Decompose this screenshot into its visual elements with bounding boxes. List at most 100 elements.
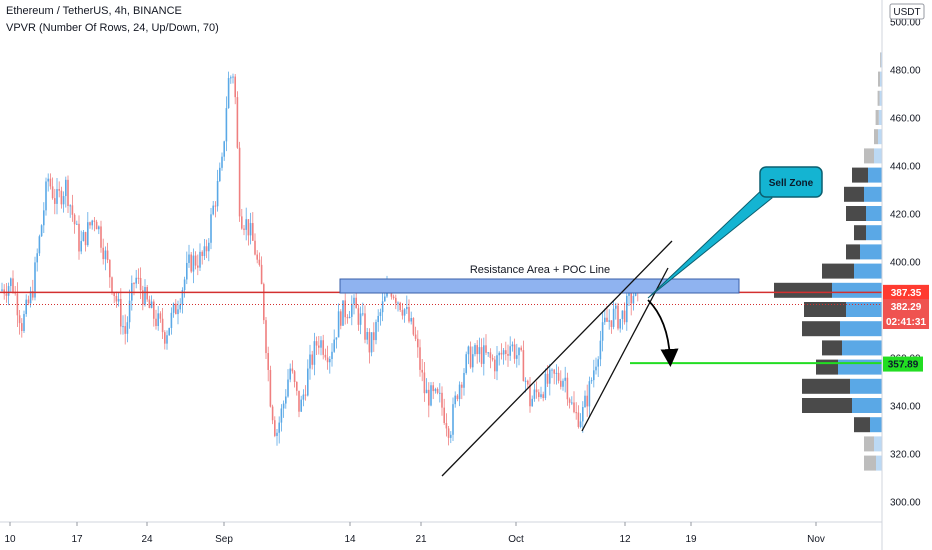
wedge-lower-trendline[interactable]: [581, 267, 669, 432]
candle-body: [342, 300, 344, 326]
candle-body: [256, 254, 258, 260]
candle-body: [278, 422, 280, 433]
candle-body: [276, 432, 278, 436]
candle-body: [60, 190, 63, 205]
candle-body: [168, 327, 170, 336]
resistance-area-box[interactable]: [339, 278, 740, 294]
candle-body: [485, 345, 487, 353]
time-tick-label: 24: [141, 534, 153, 545]
candle-body: [467, 346, 470, 355]
candle-body: [1, 289, 3, 291]
candle-body: [472, 354, 474, 368]
candle-body: [441, 392, 443, 408]
candle-body: [348, 316, 351, 319]
candle-body: [192, 255, 195, 272]
candle-body: [489, 352, 492, 358]
candle-body: [199, 251, 201, 268]
candle-body: [285, 396, 287, 404]
vp-down-bar: [864, 436, 874, 452]
candle-body: [212, 205, 214, 215]
candle-body: [106, 250, 109, 260]
candle-body: [540, 394, 542, 398]
wedge-upper-trendline[interactable]: [441, 240, 673, 477]
price-tick-label: 440.00: [890, 162, 921, 173]
candle-body: [461, 384, 463, 388]
candle-body: [522, 350, 525, 382]
price-tick-label: 480.00: [890, 66, 921, 77]
price-axis[interactable]: 300.00320.00340.00360.00380.00400.00420.…: [890, 18, 921, 509]
candle-body: [291, 368, 294, 372]
vp-up-bar: [846, 302, 882, 317]
candle-body: [139, 278, 142, 291]
candle-body: [45, 181, 47, 211]
candle-body: [159, 313, 162, 319]
time-axis[interactable]: 10 17 24 Sep 14 21 Oct 12 19 Nov: [4, 522, 825, 545]
candle-body: [161, 318, 164, 333]
candle-body: [87, 222, 89, 246]
candle-body: [243, 228, 245, 230]
candle-body: [329, 359, 331, 363]
candle-body: [379, 312, 382, 316]
vp-down-bar: [846, 244, 860, 260]
vp-down-bar: [852, 167, 868, 183]
vp-up-bar: [842, 340, 882, 356]
candle-body: [562, 380, 564, 387]
candle-body: [210, 214, 212, 243]
price-tick-label: 300.00: [890, 498, 921, 509]
vp-up-bar: [838, 359, 882, 375]
candle-body: [626, 295, 628, 323]
vp-down-bar: [802, 398, 852, 413]
sell-zone-callout[interactable]: [759, 166, 823, 198]
drop-arrow: [647, 299, 679, 367]
time-tick-label: Oct: [508, 534, 524, 545]
candle-body: [254, 240, 256, 255]
vp-up-bar: [880, 52, 882, 68]
candle-body: [406, 307, 408, 310]
candle-body: [12, 278, 14, 292]
vp-down-bar: [880, 52, 881, 68]
candle-body: [111, 277, 113, 293]
candle-body: [271, 406, 274, 421]
candle-body: [117, 298, 120, 302]
candle-body: [247, 219, 250, 236]
candle-body: [175, 303, 177, 315]
candle-body: [309, 354, 311, 369]
candle-body: [84, 232, 87, 246]
candle-body: [623, 310, 626, 323]
candle-body: [447, 428, 450, 438]
indicator-legend[interactable]: VPVR (Number Of Rows, 24, Up/Down, 70): [6, 22, 219, 34]
candle-body: [324, 354, 327, 358]
candle-body: [410, 318, 412, 322]
vp-up-bar: [878, 110, 882, 125]
candle-body: [280, 408, 283, 423]
candle-body: [144, 287, 146, 305]
candle-body: [373, 332, 375, 341]
candle-body: [36, 253, 38, 263]
candle-body: [551, 369, 553, 371]
vp-down-bar: [854, 417, 870, 433]
candle-body: [318, 345, 320, 348]
candle-body: [269, 369, 272, 407]
candle-body: [452, 404, 454, 435]
vp-up-bar: [866, 225, 882, 241]
candle-body: [227, 78, 230, 109]
candle-body: [632, 295, 635, 304]
candle-body: [331, 351, 333, 360]
candle-body: [172, 303, 175, 313]
candle-body: [502, 350, 505, 355]
vp-down-bar: [816, 359, 838, 375]
candle-body: [520, 347, 522, 351]
candle-body: [555, 372, 558, 374]
candle-body: [214, 205, 217, 207]
candle-body: [282, 403, 285, 409]
candle-body: [157, 313, 159, 327]
candle-body: [197, 265, 199, 268]
candle-body: [428, 389, 430, 406]
candle-body: [604, 317, 606, 323]
candle-body: [146, 287, 148, 300]
last-price-tag: 387.35: [883, 284, 929, 300]
candle-body: [113, 292, 115, 297]
candle-body: [51, 186, 54, 199]
candle-body: [593, 370, 595, 381]
